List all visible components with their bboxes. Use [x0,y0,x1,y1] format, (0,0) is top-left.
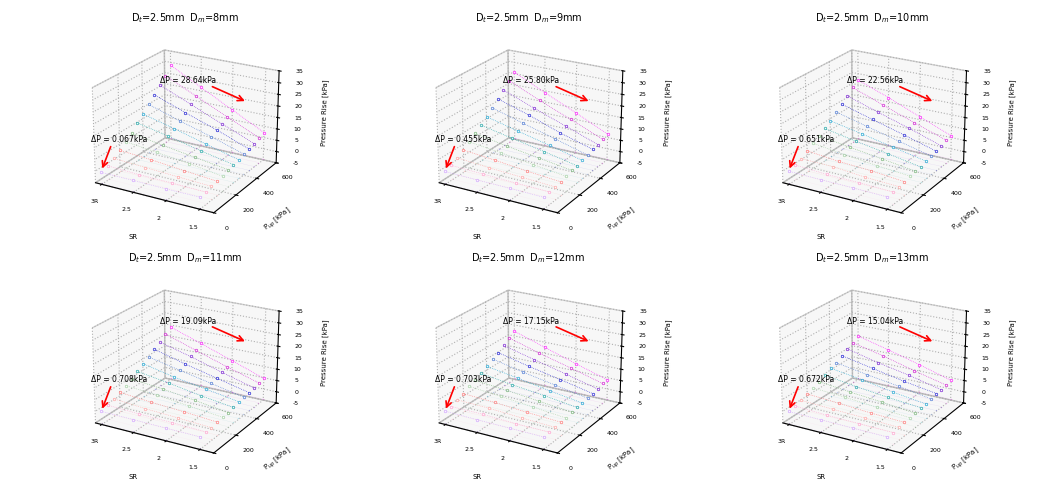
Title: D$_t$=2.5mm  D$_m$=10mm: D$_t$=2.5mm D$_m$=10mm [815,11,929,25]
Title: D$_t$=2.5mm  D$_m$=9mm: D$_t$=2.5mm D$_m$=9mm [475,11,582,25]
Text: ΔP = 19.09kPa: ΔP = 19.09kPa [160,317,216,326]
Text: ΔP = 0.651kPa: ΔP = 0.651kPa [778,135,834,144]
X-axis label: SR: SR [472,475,482,481]
Text: ΔP = 0.067kPa: ΔP = 0.067kPa [91,135,147,144]
Y-axis label: P$_{up}$ [kPa]: P$_{up}$ [kPa] [262,445,295,474]
Text: ΔP = 0.703kPa: ΔP = 0.703kPa [434,375,490,384]
Y-axis label: P$_{up}$ [kPa]: P$_{up}$ [kPa] [606,205,638,234]
Title: D$_t$=2.5mm  D$_m$=8mm: D$_t$=2.5mm D$_m$=8mm [131,11,239,25]
Text: ΔP = 17.15kPa: ΔP = 17.15kPa [503,317,559,326]
X-axis label: SR: SR [472,234,482,240]
X-axis label: SR: SR [816,234,826,240]
X-axis label: SR: SR [816,475,826,481]
Text: ΔP = 0.708kPa: ΔP = 0.708kPa [91,375,147,384]
Title: D$_t$=2.5mm  D$_m$=13mm: D$_t$=2.5mm D$_m$=13mm [815,251,929,265]
Y-axis label: P$_{up}$ [kPa]: P$_{up}$ [kPa] [950,205,982,234]
X-axis label: SR: SR [129,234,138,240]
Y-axis label: P$_{up}$ [kPa]: P$_{up}$ [kPa] [950,445,982,474]
Text: ΔP = 22.56kPa: ΔP = 22.56kPa [847,76,904,85]
X-axis label: SR: SR [129,475,138,481]
Title: D$_t$=2.5mm  D$_m$=12mm: D$_t$=2.5mm D$_m$=12mm [471,251,586,265]
Text: ΔP = 15.04kPa: ΔP = 15.04kPa [847,317,904,326]
Y-axis label: P$_{up}$ [kPa]: P$_{up}$ [kPa] [262,205,295,234]
Text: ΔP = 0.672kPa: ΔP = 0.672kPa [778,375,834,384]
Y-axis label: P$_{up}$ [kPa]: P$_{up}$ [kPa] [606,445,638,474]
Text: ΔP = 0.455kPa: ΔP = 0.455kPa [434,135,490,144]
Text: ΔP = 28.64kPa: ΔP = 28.64kPa [160,76,216,85]
Title: D$_t$=2.5mm  D$_m$=11mm: D$_t$=2.5mm D$_m$=11mm [128,251,242,265]
Text: ΔP = 25.80kPa: ΔP = 25.80kPa [503,76,559,85]
